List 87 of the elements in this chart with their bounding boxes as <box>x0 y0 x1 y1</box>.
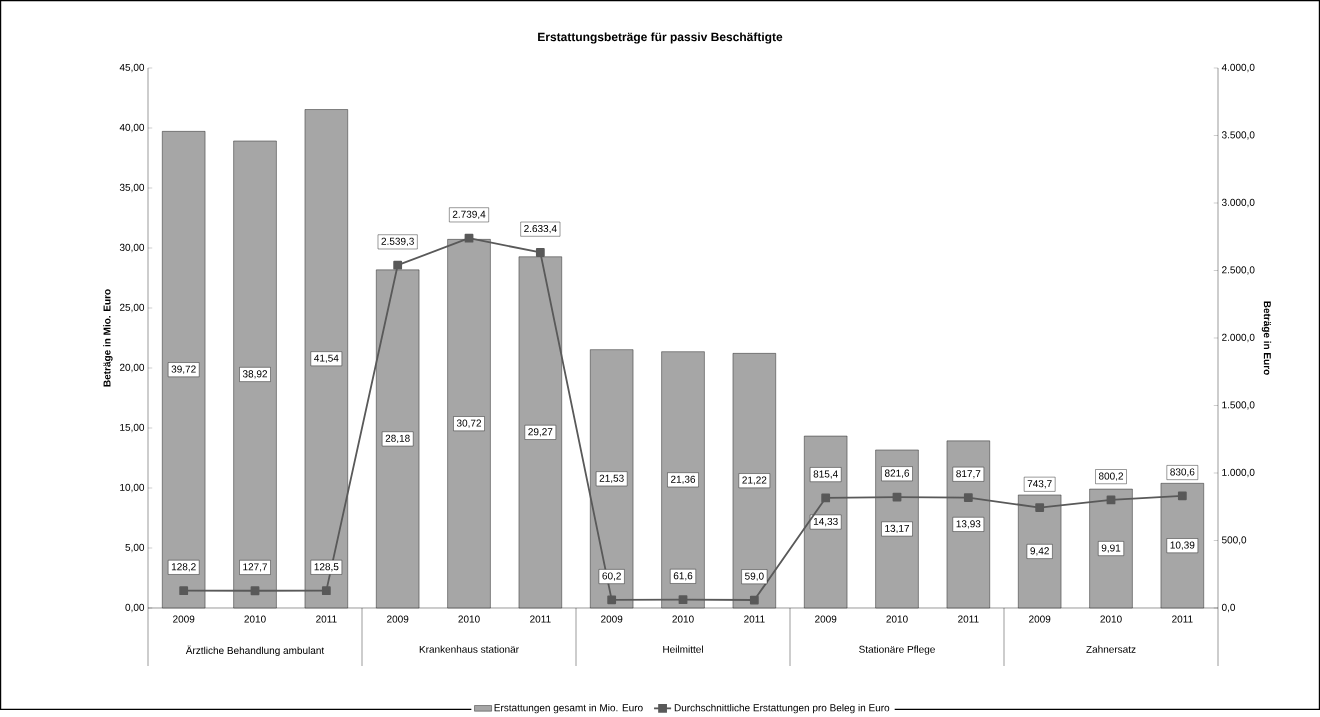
data-label: 41,54 <box>314 354 339 363</box>
point <box>250 586 260 596</box>
x-tick-label: 2009 <box>601 615 623 623</box>
text: Stationäre Pflege <box>859 645 935 655</box>
x-tick-label: 2009 <box>387 615 409 623</box>
data-label: 128,5 <box>314 563 339 572</box>
text: Ärztliche Behandlung ambulant <box>185 645 325 657</box>
y2-tick-label: 1.000,0 <box>1222 468 1255 478</box>
point <box>1035 503 1045 513</box>
x-tick-label: 2010 <box>886 615 908 623</box>
data-label: 13,17 <box>885 524 910 534</box>
data-label: 10,39 <box>1170 541 1195 550</box>
y2-tick-label: 3.500,0 <box>1221 131 1255 140</box>
x-tick-label: 2009 <box>173 615 195 623</box>
y-tick-label: 45,00 <box>119 63 145 73</box>
data-label: 21,36 <box>671 475 696 485</box>
x-tick-label: 2010 <box>244 615 266 623</box>
data-label: 830,6 <box>1170 468 1195 477</box>
point <box>321 586 331 596</box>
y-tick-label: 25,00 <box>119 303 145 313</box>
x-tick-label: 2011 <box>530 615 551 623</box>
data-label: 21,22 <box>742 476 767 485</box>
y-axis-title: Beträge in Mio. Euro <box>103 289 113 387</box>
chart-title: Erstattungsbeträge für passiv Beschäftigte <box>538 32 783 44</box>
y2-tick-label: 500,0 <box>1221 536 1247 545</box>
x-tick-label: 2009 <box>1029 615 1051 623</box>
data-label: 14,33 <box>813 518 838 527</box>
point <box>464 233 474 243</box>
y-tick-label: 15,00 <box>120 423 145 433</box>
x-tick-label: 2011 <box>316 615 337 623</box>
data-label: 61,6 <box>673 572 693 581</box>
point <box>821 493 831 503</box>
data-label: 29,27 <box>528 428 553 437</box>
y-tick-label: 10,00 <box>120 483 145 493</box>
data-label: 9,91 <box>1101 544 1121 553</box>
data-label: 21,53 <box>599 474 624 484</box>
x-tick-label: 2010 <box>458 615 480 623</box>
x-tick-label: 2010 <box>672 615 694 623</box>
data-label: 9,42 <box>1030 547 1049 556</box>
y2-tick-label: 3.000,0 <box>1221 198 1255 208</box>
x-tick-label: 2011 <box>1172 615 1193 623</box>
data-label: 800,2 <box>1098 472 1124 481</box>
x-tick-label: 2009 <box>815 615 837 623</box>
data-label: 127,7 <box>243 563 268 572</box>
data-label: 38,92 <box>242 370 268 379</box>
point <box>393 260 403 270</box>
data-label: 743,7 <box>1027 480 1052 489</box>
x-tick-label: 2011 <box>744 615 765 623</box>
data-label: 2.633,4 <box>524 225 557 234</box>
text: Zahnersatz <box>1086 645 1136 653</box>
data-label: 2.739,4 <box>452 210 486 220</box>
y2-tick-label: 2.000,0 <box>1222 333 1255 343</box>
y-tick-label: 35,00 <box>119 183 145 193</box>
point <box>535 248 545 258</box>
text: Krankenhaus stationär <box>419 645 519 653</box>
data-label: 39,72 <box>171 365 196 374</box>
data-label: 128,2 <box>171 563 196 572</box>
text: Heilmittel <box>663 645 703 653</box>
data-label: 13,93 <box>956 520 981 529</box>
y-tick-label: 5,00 <box>125 543 145 553</box>
point <box>607 595 617 605</box>
data-label: 28,18 <box>385 434 410 444</box>
point <box>963 493 973 503</box>
data-label: 815,4 <box>813 470 838 479</box>
x-tick-label: 2011 <box>958 615 979 623</box>
y-tick-label: 20,00 <box>119 363 145 373</box>
point <box>678 595 688 605</box>
point <box>179 586 189 596</box>
y2-tick-label: 4.000,0 <box>1221 63 1255 73</box>
point <box>1177 491 1187 501</box>
y-tick-label: 30,00 <box>119 243 145 253</box>
data-label: 821,6 <box>884 469 910 479</box>
data-label: 30,72 <box>456 419 482 428</box>
y2-tick-label: 2.500,0 <box>1222 266 1255 275</box>
x-tick-label: 2010 <box>1100 615 1122 623</box>
data-label: 817,7 <box>956 470 981 479</box>
data-label: 60,2 <box>602 572 621 581</box>
y2-tick-label: 1.500,0 <box>1222 401 1255 410</box>
data-label: 2.539,3 <box>381 237 414 247</box>
y2-axis-title: Beträge in Euro <box>1261 301 1272 375</box>
y-tick-label: 40,00 <box>119 123 145 133</box>
data-label: 59,0 <box>745 572 764 581</box>
y2-tick-label: 0,0 <box>1221 603 1236 613</box>
legend-label: Durchschnittliche Erstattungen pro Beleg in Euro <box>674 704 890 714</box>
point <box>749 595 759 605</box>
legend-label: Erstattungen gesamt in Mio. Euro <box>494 704 643 714</box>
y-tick-label: 0,00 <box>125 603 145 613</box>
